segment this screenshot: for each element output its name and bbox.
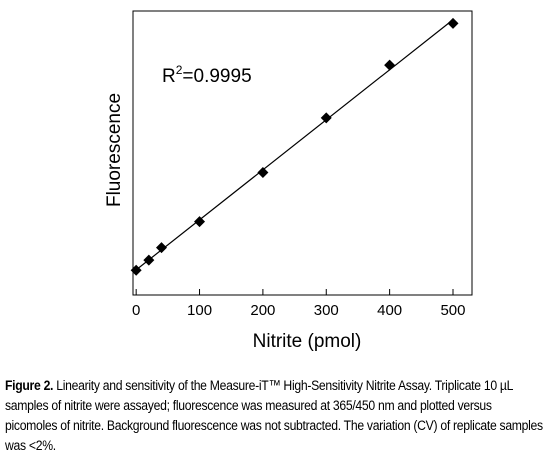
x-tick-labels: 0 100 200 300 400 500 — [132, 302, 466, 319]
data-point — [156, 242, 168, 254]
plot-frame — [132, 10, 473, 296]
x-tick-label: 100 — [187, 302, 212, 319]
data-point — [384, 59, 396, 71]
x-axis-label: Nitrite (pmol) — [253, 331, 362, 352]
regression-line — [135, 19, 454, 271]
chart-figure: 0 100 200 300 400 500 R2=0.9995 Nitrite (pmol… — [104, 10, 473, 352]
data-point — [320, 112, 332, 124]
data-point — [194, 216, 206, 228]
data-point — [257, 167, 269, 179]
x-tick-label: 500 — [440, 302, 465, 319]
x-tick-label: 300 — [314, 302, 339, 319]
x-tick-marks — [135, 289, 454, 295]
r-squared-prefix: R — [162, 66, 176, 87]
caption-figure-label: Figure 2. — [5, 378, 54, 394]
data-point — [143, 254, 155, 266]
x-tick-label: 0 — [132, 302, 140, 319]
data-point — [447, 17, 459, 29]
r-squared-value: =0.9995 — [182, 66, 251, 87]
data-point — [130, 264, 142, 276]
y-axis-label: Fluorescence — [104, 93, 125, 207]
r-squared-annotation: R2=0.9995 — [162, 63, 252, 87]
r-squared-superscript: 2 — [176, 63, 183, 77]
x-tick-label: 200 — [250, 302, 275, 319]
caption-text: Linearity and sensitivity of the Measure… — [5, 378, 543, 454]
figure-caption: Figure 2. Linearity and sensitivity of t… — [5, 376, 545, 456]
x-tick-label: 400 — [377, 302, 402, 319]
data-points — [130, 17, 459, 276]
